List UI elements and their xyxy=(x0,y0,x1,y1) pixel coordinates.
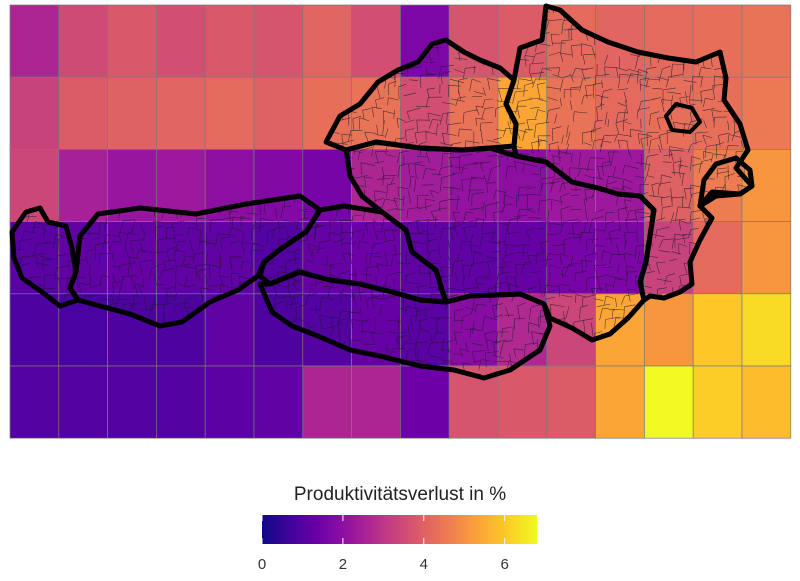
grid-cell xyxy=(692,365,743,439)
grid-cell xyxy=(156,293,206,367)
grid-cell xyxy=(741,221,792,295)
grid-cell xyxy=(741,4,792,78)
grid-cell xyxy=(644,365,694,439)
grid-cell xyxy=(448,149,499,222)
state-outline xyxy=(9,205,81,309)
grid-cell xyxy=(156,365,206,439)
state-outline xyxy=(257,269,553,381)
grid-cell xyxy=(595,149,645,222)
grid-cell xyxy=(58,149,108,222)
grid-cell xyxy=(741,76,792,150)
grid-cell xyxy=(692,4,743,78)
grid-cell xyxy=(595,365,645,439)
grid-cell xyxy=(107,293,157,367)
grid-cell xyxy=(497,365,548,439)
grid-cell xyxy=(644,293,694,367)
grid-cell xyxy=(107,76,157,150)
colorbar-tick-label: 2 xyxy=(338,556,348,573)
raster-grid xyxy=(9,4,792,439)
grid-cell xyxy=(302,4,352,78)
grid-cell xyxy=(156,4,206,78)
grid-cell xyxy=(204,4,255,78)
grid-cell xyxy=(253,4,304,78)
grid-cell xyxy=(595,221,645,295)
grid-cell xyxy=(253,293,304,367)
grid-cell xyxy=(644,4,694,78)
grid-cell xyxy=(253,76,304,150)
grid-cell xyxy=(58,365,108,439)
grid-cell xyxy=(692,221,743,295)
colorbar-tick-label: 6 xyxy=(500,556,509,573)
colorbar xyxy=(261,515,537,544)
state-outline xyxy=(697,155,755,209)
grid-cell xyxy=(204,365,255,439)
grid-cell xyxy=(741,365,792,439)
colorbar-gradient xyxy=(262,515,537,544)
grid-cell xyxy=(400,76,450,150)
grid-cell xyxy=(400,365,450,439)
colorbar-tick-label: 0 xyxy=(257,556,267,573)
map xyxy=(9,3,792,439)
grid-cell xyxy=(497,76,548,150)
grid-cell xyxy=(741,293,792,367)
grid-cell xyxy=(400,293,450,367)
grid-cell xyxy=(9,293,60,367)
grid-cell xyxy=(204,293,255,367)
grid-cell xyxy=(156,221,206,295)
grid-cell xyxy=(351,4,401,78)
grid-cell xyxy=(9,4,60,78)
grid-cell xyxy=(546,4,596,78)
state-outline xyxy=(503,3,755,303)
grid-cell xyxy=(9,221,60,295)
grid-cell xyxy=(58,76,108,150)
grid-cell xyxy=(58,4,108,78)
grid-cell xyxy=(9,365,60,439)
grid-cell xyxy=(692,293,743,367)
grid-cell xyxy=(9,76,60,150)
colorbar-tick-label: 4 xyxy=(419,556,428,573)
state-boundaries xyxy=(9,3,755,381)
grid-cell xyxy=(302,293,352,367)
grid-cell xyxy=(107,4,157,78)
grid-cell xyxy=(302,365,352,439)
legend-title: Produktivitätsverlust in % xyxy=(293,484,507,505)
grid-cell xyxy=(253,365,304,439)
state-outline xyxy=(323,37,519,153)
state-outline xyxy=(664,102,702,134)
grid-cell xyxy=(156,76,206,150)
grid-cell xyxy=(546,365,596,439)
grid-cell xyxy=(497,293,548,367)
grid-cell xyxy=(253,149,304,222)
grid-cell xyxy=(351,365,401,439)
grid-cell xyxy=(204,76,255,150)
grid-cell xyxy=(107,365,157,439)
